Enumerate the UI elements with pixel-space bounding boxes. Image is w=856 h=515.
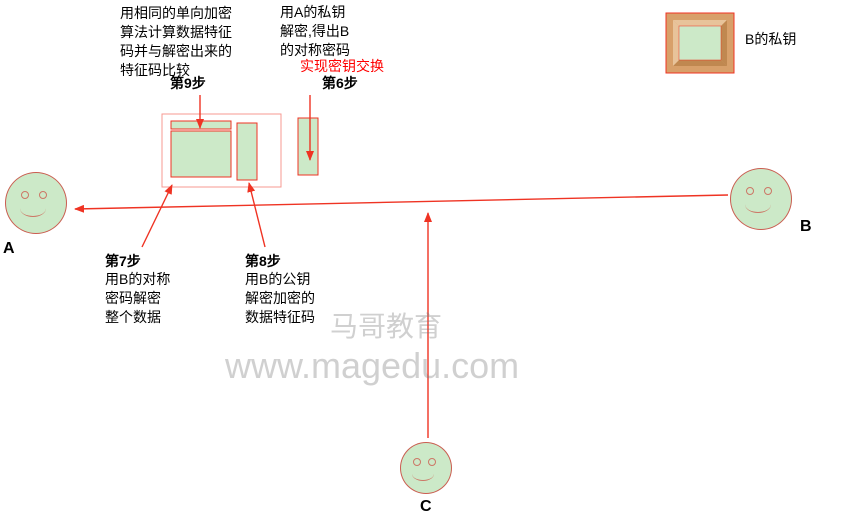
- actor-c-face: [400, 442, 452, 494]
- step9-title: 第9步: [170, 74, 206, 93]
- smile-icon: [412, 467, 434, 481]
- actor-a-face: [5, 172, 67, 234]
- step6-text: 用A的私钥 解密,得出B 的对称密码: [280, 3, 350, 60]
- eye-icon: [764, 187, 772, 195]
- eye-icon: [39, 191, 47, 199]
- eye-icon: [746, 187, 754, 195]
- actor-b-face: [730, 168, 792, 230]
- eye-icon: [413, 458, 421, 466]
- step9-text: 用相同的单向加密 算法计算数据特征 码并与解密出来的 特征码比较: [120, 4, 232, 80]
- eye-icon: [428, 458, 436, 466]
- step7-title: 第7步: [105, 252, 141, 271]
- watermark-line2: www.magedu.com: [225, 345, 519, 387]
- actor-c-label: C: [420, 496, 432, 515]
- actor-b-label: B: [800, 216, 812, 238]
- b-private-key-label: B的私钥: [745, 30, 796, 49]
- smile-icon: [20, 203, 46, 217]
- smile-icon: [745, 199, 771, 213]
- b-private-key-box: [665, 12, 735, 74]
- step8-title: 第8步: [245, 252, 281, 271]
- step8-text: 用B的公钥 解密加密的 数据特征码: [245, 270, 315, 327]
- step7-text: 用B的对称 密码解密 整个数据: [105, 270, 170, 327]
- actor-a-label: A: [3, 238, 15, 260]
- eye-icon: [21, 191, 29, 199]
- step6-title: 第6步: [322, 74, 358, 93]
- watermark-line1: 马哥教育: [330, 305, 442, 345]
